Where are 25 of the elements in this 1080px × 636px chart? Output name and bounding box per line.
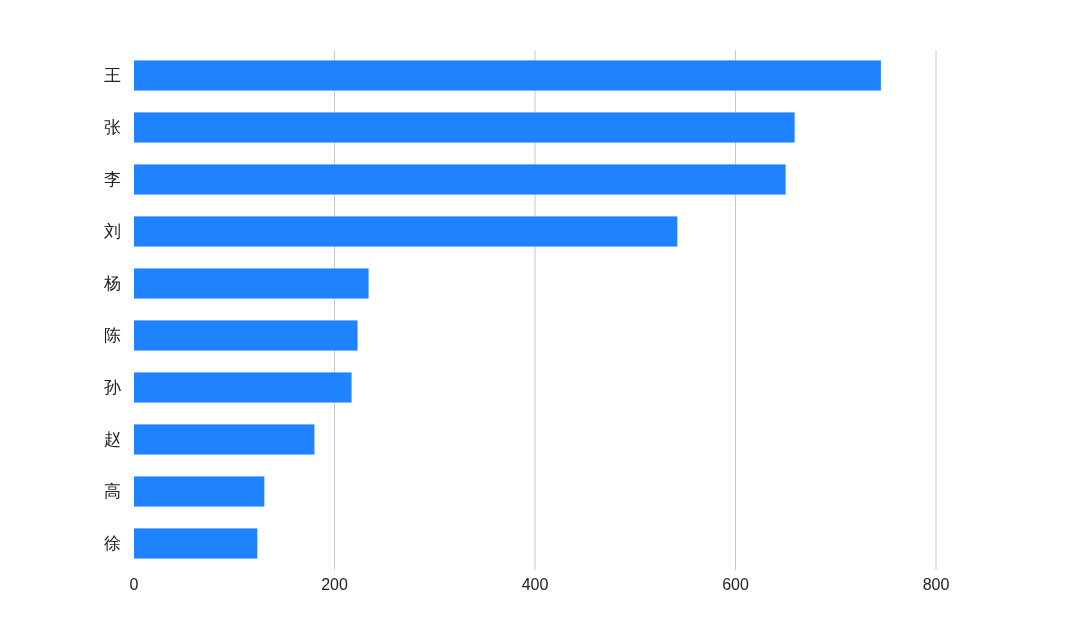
x-tick-label: 400 [521, 576, 549, 593]
bar [134, 528, 258, 559]
x-tick-label: 0 [129, 576, 139, 593]
x-tick-label: 600 [722, 576, 749, 593]
bar [134, 320, 358, 351]
y-tick-label: 杨 [102, 274, 121, 294]
y-tick-label: 李 [103, 170, 121, 190]
y-tick-label: 张 [103, 118, 121, 138]
bar [134, 216, 678, 247]
y-tick-label: 陈 [103, 326, 121, 346]
bar [134, 268, 369, 299]
y-tick-label: 王 [103, 66, 121, 86]
bar [134, 112, 795, 143]
y-tick-label: 赵 [103, 430, 121, 450]
bar [134, 60, 881, 91]
bar [134, 476, 265, 507]
bar [134, 424, 315, 455]
y-tick-label: 孙 [103, 378, 121, 398]
y-tick-label: 徐 [103, 534, 121, 554]
x-tick-label: 200 [321, 576, 348, 593]
bar [134, 164, 786, 195]
bar [134, 372, 352, 403]
y-tick-label: 刘 [103, 222, 121, 242]
x-tick-label: 800 [922, 576, 950, 593]
y-tick-label: 高 [103, 482, 121, 502]
